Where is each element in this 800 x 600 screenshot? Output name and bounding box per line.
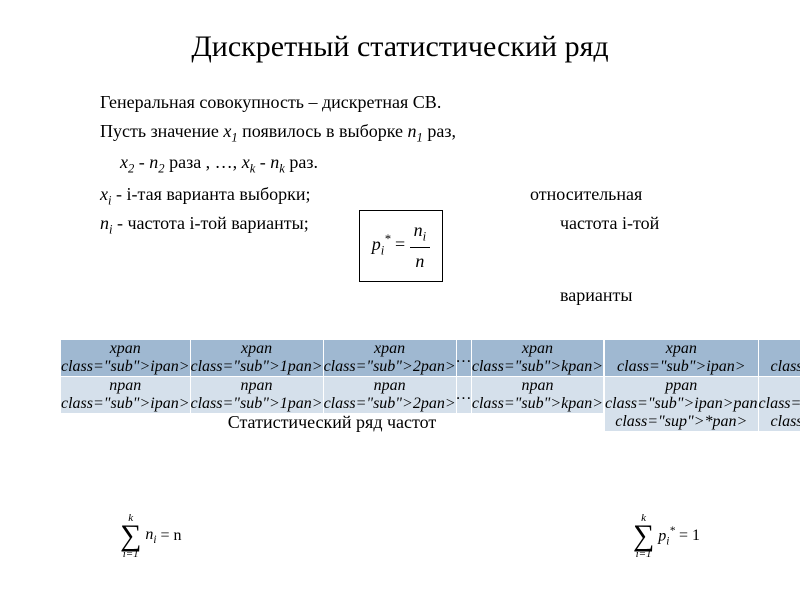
page-title: Дискретный статистический ряд [40, 30, 760, 64]
def-row-3: варианты [100, 282, 730, 309]
text: раз, [427, 121, 456, 141]
sigma-icon: ∑ [633, 524, 654, 548]
table-cell: npan class="sub">kpan> [471, 376, 603, 413]
var-n2: n2 [149, 152, 164, 172]
table-cell: xpan class="sub">2pan> [323, 339, 456, 376]
text: - [139, 152, 150, 172]
sum1-term: ni [145, 526, 156, 546]
text: раза , …, [169, 152, 242, 172]
table2-caption: Статистический ряд относительных частот [604, 430, 800, 472]
var-xi: xi [100, 184, 112, 204]
text: Пусть значение [100, 121, 223, 141]
table-cell: ppan class="sub">ipan>pan class="sup">*p… [605, 376, 759, 431]
var-n1: n1 [408, 121, 423, 141]
table-cell: … [456, 339, 471, 376]
table1-caption: Статистический ряд частот [60, 412, 604, 433]
table-cell: xpan class="sub">kpan> [471, 339, 603, 376]
sigma-icon: ∑ [120, 524, 141, 548]
table-cell: npan class="sub">2pan> [323, 376, 456, 413]
rel-label-1: относительная [530, 184, 642, 204]
var-x2: x2 [120, 152, 134, 172]
rel-label-3: варианты [560, 285, 632, 305]
table-cell: ppan class="sub">1pan>pan class="sup">*p… [758, 376, 800, 431]
def-row-1: xi - i-тая варианта выборки; относительн… [100, 181, 730, 210]
var-nk: nk [270, 152, 285, 172]
intro-line1: Генеральная совокупность – дискретная СВ… [100, 89, 730, 116]
table1-group: xpan class="sub">ipan>xpan class="sub">1… [60, 339, 604, 472]
var-xk: xk [242, 152, 256, 172]
var-ni: ni [100, 213, 113, 233]
sum2: k ∑ i=1 pi* = 1 [633, 512, 700, 560]
text: раз. [289, 152, 318, 172]
table-cell: xpan class="sub">1pan> [758, 339, 800, 376]
table-cell: xpan class="sub">ipan> [605, 339, 759, 376]
sum2-lower: i=1 [633, 548, 654, 560]
table2-group: xpan class="sub">ipan>xpan class="sub">1… [604, 339, 800, 472]
table-cell: npan class="sub">1pan> [190, 376, 323, 413]
text: - [260, 152, 271, 172]
content-block: Генеральная совокупность – дискретная СВ… [40, 89, 760, 309]
var-x1: x1 [223, 121, 237, 141]
table-cell: npan class="sub">ipan> [61, 376, 191, 413]
rel-label-2: частота i-той [560, 213, 659, 233]
intro-line3: x2 - n2 раза , …, xk - nk раз. [100, 149, 730, 178]
table-cell: xpan class="sub">1pan> [190, 339, 323, 376]
table-cell: xpan class="sub">ipan> [61, 339, 191, 376]
tables-row: xpan class="sub">ipan>xpan class="sub">1… [40, 339, 760, 472]
intro-line2: Пусть значение x1 появилось в выборке n1… [100, 118, 730, 147]
sum1-lower: i=1 [120, 548, 141, 560]
table1: xpan class="sub">ipan>xpan class="sub">1… [60, 339, 604, 414]
formulas-row: k ∑ i=1 ni = n k ∑ i=1 pi* = 1 [40, 512, 760, 560]
text: - частота i-той варианты; [117, 213, 309, 233]
formula-box: pi* = ni n [359, 210, 443, 281]
table2: xpan class="sub">ipan>xpan class="sub">1… [604, 339, 800, 432]
sum2-eq: = 1 [679, 527, 700, 545]
sum1-eq: = n [161, 527, 182, 545]
table-cell: … [456, 376, 471, 413]
sum2-term: pi* [658, 525, 675, 548]
sum1: k ∑ i=1 ni = n [120, 512, 182, 560]
def-row-2: ni - частота i-той варианты; pi* = ni n … [100, 210, 730, 281]
text: - i-тая варианта выборки; [116, 184, 311, 204]
text: появилось в выборке [242, 121, 407, 141]
